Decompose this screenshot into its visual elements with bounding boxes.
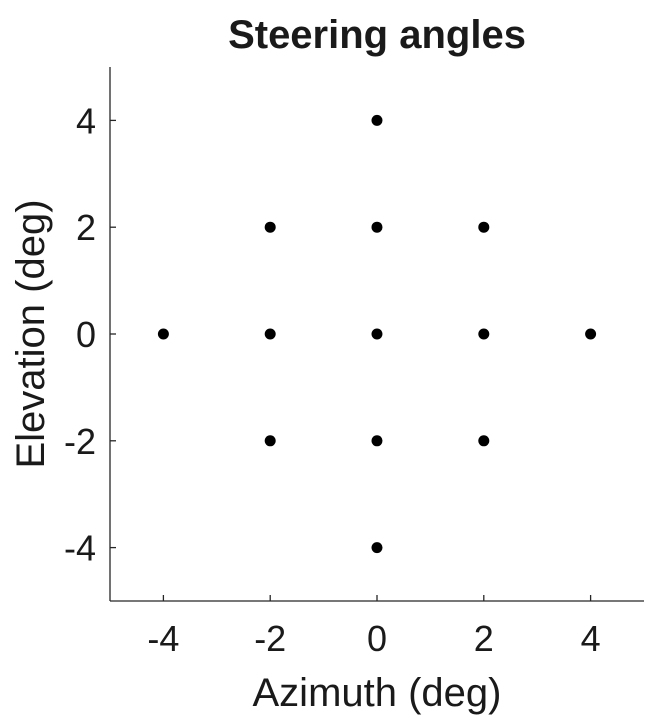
y-tick-label: 4 (76, 100, 96, 141)
data-point (371, 221, 383, 233)
data-point (585, 328, 597, 340)
data-point (478, 221, 490, 233)
y-tick-label: -4 (64, 528, 96, 569)
y-tick-label: 2 (76, 207, 96, 248)
data-point (264, 221, 276, 233)
data-point (478, 328, 490, 340)
data-point (371, 435, 383, 447)
x-axis-label: Azimuth (deg) (253, 671, 502, 715)
y-axis-label: Elevation (deg) (9, 199, 53, 468)
x-tick-label: 2 (474, 618, 494, 659)
data-point (264, 328, 276, 340)
x-tick-label: -2 (254, 618, 286, 659)
chart-title: Steering angles (228, 13, 526, 57)
x-tick-label: 0 (367, 618, 387, 659)
y-tick-label: -2 (64, 421, 96, 462)
data-point (478, 435, 490, 447)
y-tick-label: 0 (76, 314, 96, 355)
data-point (371, 542, 383, 554)
x-ticks: -4 -2 0 2 4 (147, 595, 601, 659)
x-tick-label: 4 (581, 618, 601, 659)
y-ticks: -4 -2 0 2 4 (64, 100, 116, 569)
data-point (264, 435, 276, 447)
x-tick-label: -4 (147, 618, 179, 659)
data-points (157, 114, 597, 554)
data-point (371, 328, 383, 340)
data-point (157, 328, 169, 340)
data-point (371, 114, 383, 126)
